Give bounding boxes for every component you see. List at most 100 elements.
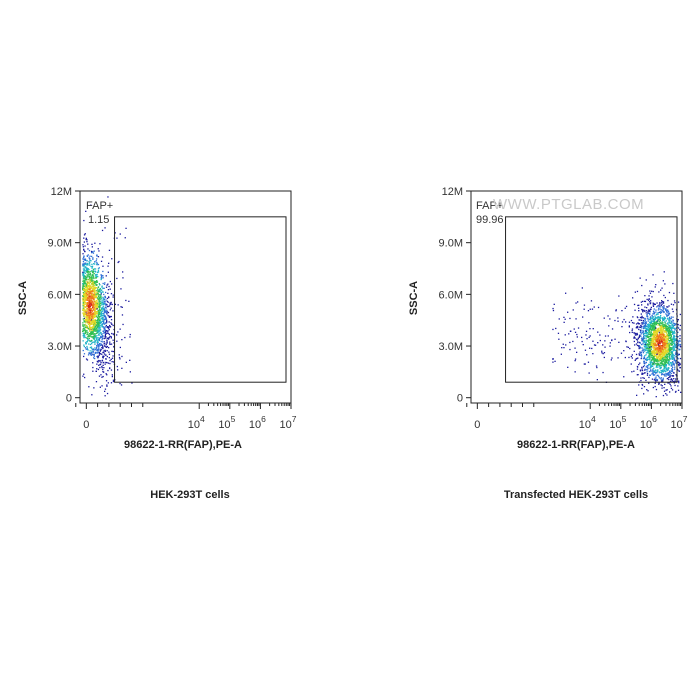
event-point — [82, 285, 84, 287]
event-point — [648, 363, 650, 366]
event-point — [648, 319, 651, 321]
event-point — [89, 320, 91, 323]
event-point — [657, 318, 659, 320]
event-point — [101, 229, 104, 232]
event-point — [86, 345, 88, 348]
event-point — [659, 317, 662, 319]
event-point — [93, 250, 95, 252]
event-point — [670, 349, 672, 351]
event-point — [635, 338, 638, 340]
x-tick-label: 106 — [249, 414, 266, 431]
event-point — [94, 287, 96, 289]
event-point — [110, 337, 112, 339]
event-point — [89, 277, 91, 279]
event-point — [97, 318, 100, 320]
event-point — [91, 276, 93, 279]
event-point — [92, 336, 94, 338]
event-point — [92, 297, 94, 299]
event-point — [665, 337, 667, 339]
x-tick-label: 107 — [671, 414, 688, 431]
event-point — [82, 318, 84, 320]
event-point — [650, 342, 652, 344]
event-point — [97, 337, 99, 339]
event-point — [659, 329, 661, 332]
event-point — [666, 345, 668, 347]
event-point — [650, 324, 652, 326]
event-point — [105, 286, 108, 288]
event-point — [575, 302, 577, 304]
event-point — [656, 348, 658, 350]
event-point — [92, 323, 94, 325]
event-point — [642, 327, 645, 330]
event-point — [98, 359, 100, 362]
event-point — [668, 337, 670, 339]
event-point — [658, 371, 660, 373]
event-point — [660, 332, 663, 334]
event-point — [657, 338, 659, 340]
event-point — [667, 347, 669, 350]
event-point — [647, 365, 649, 367]
event-point — [609, 318, 611, 320]
gate-fap-positive[interactable] — [505, 216, 678, 383]
event-point — [614, 338, 616, 340]
event-point — [671, 369, 673, 372]
event-point — [88, 320, 90, 322]
event-point — [92, 317, 95, 320]
event-point — [673, 330, 675, 333]
event-point — [101, 311, 103, 313]
event-point — [660, 349, 662, 352]
event-point — [100, 300, 102, 302]
event-point — [86, 274, 88, 276]
event-point — [98, 267, 100, 269]
event-point — [583, 308, 585, 310]
event-point — [94, 347, 96, 349]
event-point — [649, 363, 652, 365]
event-point — [663, 306, 665, 308]
event-point — [642, 337, 644, 339]
event-point — [648, 301, 651, 303]
event-point — [94, 242, 96, 244]
event-point — [84, 272, 87, 274]
event-point — [82, 258, 84, 260]
event-point — [648, 356, 650, 358]
event-point — [99, 294, 102, 296]
event-point — [112, 296, 114, 298]
event-point — [110, 303, 112, 305]
event-point — [591, 347, 593, 350]
event-point — [638, 304, 640, 306]
event-point — [84, 319, 86, 321]
event-point — [652, 373, 655, 375]
event-point — [84, 347, 87, 349]
event-point — [119, 382, 121, 385]
event-point — [659, 348, 662, 350]
event-point — [82, 246, 84, 248]
event-point — [102, 317, 104, 319]
event-point — [657, 342, 659, 345]
event-point — [677, 326, 679, 328]
event-point — [674, 349, 676, 351]
event-point — [95, 283, 97, 285]
event-point — [660, 311, 662, 313]
event-point — [638, 335, 641, 337]
event-point — [94, 337, 96, 339]
event-point — [661, 287, 663, 289]
event-point — [625, 321, 627, 323]
event-point — [84, 279, 86, 281]
event-point — [641, 366, 643, 368]
event-point — [649, 367, 651, 369]
event-point — [100, 289, 102, 292]
event-point — [86, 239, 88, 241]
event-point — [92, 270, 94, 272]
event-point — [658, 307, 660, 309]
gate-fap-positive[interactable] — [114, 216, 287, 383]
event-point — [107, 283, 109, 285]
event-point — [102, 301, 104, 303]
event-point — [85, 279, 87, 281]
event-point — [100, 313, 102, 315]
event-point — [85, 266, 87, 268]
event-point — [94, 293, 96, 296]
event-point — [637, 304, 639, 307]
event-point — [90, 270, 93, 272]
event-point — [653, 367, 655, 369]
event-point — [663, 338, 666, 340]
